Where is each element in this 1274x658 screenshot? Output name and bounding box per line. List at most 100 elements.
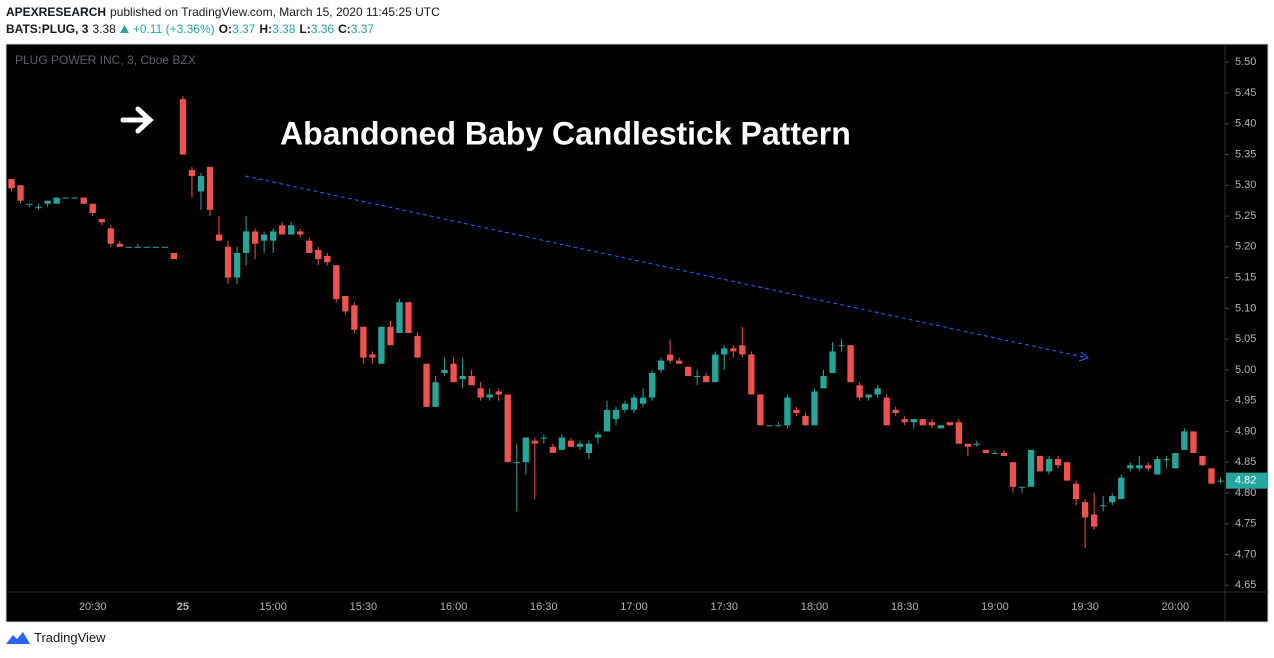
header-line-1: APEXRESEARCH published on TradingView.co… xyxy=(6,5,440,19)
x-tick-label: 17:00 xyxy=(620,601,648,613)
candle-body xyxy=(1054,459,1062,466)
x-tick-label: 15:00 xyxy=(259,601,287,613)
candle-body xyxy=(567,440,575,447)
x-tick-label: 25 xyxy=(177,601,189,613)
candle-body xyxy=(964,443,972,447)
candle-body xyxy=(612,409,620,420)
y-tick-label: 4.95 xyxy=(1235,395,1256,407)
candle-body xyxy=(721,348,728,355)
candle-body xyxy=(1045,459,1053,472)
x-tick-label: 16:30 xyxy=(530,601,558,613)
y-tick-label: 5.20 xyxy=(1235,241,1256,253)
candle-body xyxy=(1217,480,1224,482)
candle-body xyxy=(811,391,818,426)
y-tick-label: 4.85 xyxy=(1235,456,1256,468)
candle-body xyxy=(486,394,493,398)
candle-body xyxy=(1172,452,1179,469)
y-tick-label: 4.75 xyxy=(1235,518,1256,530)
candle-body xyxy=(17,185,24,201)
candle-body xyxy=(946,422,953,426)
candle-body xyxy=(820,376,827,389)
candle-body xyxy=(522,437,529,463)
candle-body xyxy=(829,351,836,373)
candle-body xyxy=(179,99,187,155)
candle-body xyxy=(1181,431,1188,450)
candles xyxy=(8,96,1224,549)
y-tick-label: 4.80 xyxy=(1235,487,1256,499)
y-tick-label: 5.35 xyxy=(1235,148,1256,160)
up-triangle xyxy=(119,25,129,33)
candle-body xyxy=(251,231,259,244)
candle-body xyxy=(1136,465,1143,469)
candle-body xyxy=(387,326,394,346)
high-label: H: xyxy=(259,22,273,36)
candle-body xyxy=(1081,502,1089,518)
x-tick-label: 20:30 xyxy=(79,601,107,613)
candle-body xyxy=(928,422,935,426)
candle-body xyxy=(1091,514,1098,527)
pointer-arrow xyxy=(120,106,154,134)
candle-body xyxy=(775,425,782,427)
candle-body xyxy=(838,345,845,347)
candle-body xyxy=(297,231,304,235)
candle-body xyxy=(80,197,87,204)
published: published on TradingView.com, March 15, … xyxy=(110,5,440,19)
candle-body xyxy=(1118,477,1125,500)
y-tick-label: 4.70 xyxy=(1235,548,1256,560)
candle-body xyxy=(883,397,890,426)
candle-body xyxy=(757,394,764,426)
candle-body xyxy=(531,440,538,444)
candle-body xyxy=(1163,459,1170,461)
candle-body xyxy=(639,397,647,404)
candle-body xyxy=(1036,456,1044,472)
candle-body xyxy=(260,234,268,241)
y-tick-label: 5.30 xyxy=(1235,179,1256,191)
candle-body xyxy=(712,354,719,383)
candle-body xyxy=(585,443,593,453)
candle-body xyxy=(98,219,105,223)
candle-body xyxy=(125,246,132,248)
candle-body xyxy=(315,249,322,260)
candle-body xyxy=(279,225,286,235)
y-tick-label: 5.10 xyxy=(1235,302,1256,314)
x-tick-label: 18:30 xyxy=(891,601,919,613)
open: 3.37 xyxy=(232,22,256,36)
candle-body xyxy=(648,372,656,398)
candle-body xyxy=(675,360,683,364)
candle-body xyxy=(62,197,69,199)
candle-body xyxy=(973,443,981,445)
candle-body xyxy=(558,437,566,450)
candle-body xyxy=(549,446,557,453)
x-tick-label: 18:00 xyxy=(801,601,829,613)
candle-body xyxy=(1109,496,1116,503)
x-tick-label: 19:00 xyxy=(981,601,1009,613)
x-tick-label: 20:00 xyxy=(1162,601,1190,613)
candle-body xyxy=(865,394,872,398)
y-tick-label: 5.25 xyxy=(1235,210,1256,222)
candle-body xyxy=(730,348,737,352)
candle-body xyxy=(1009,462,1017,487)
brand: TradingView xyxy=(34,630,106,645)
y-tick-label: 5.45 xyxy=(1235,87,1256,99)
candle-body xyxy=(197,176,205,192)
candle-body xyxy=(26,203,33,205)
change: +0.11 (+3.36%) xyxy=(132,22,215,36)
last-price-box xyxy=(1226,472,1268,489)
candle-body xyxy=(1145,465,1152,469)
x-tick-label: 17:30 xyxy=(711,601,739,613)
candle-body xyxy=(170,252,178,260)
candle-body xyxy=(694,376,701,378)
x-tick-label: 15:30 xyxy=(350,601,378,613)
candle-body xyxy=(1027,449,1035,487)
candle-body xyxy=(206,166,214,210)
candle-body xyxy=(594,434,602,438)
candle-body xyxy=(333,265,340,300)
low-label: L: xyxy=(299,22,311,36)
candle-body xyxy=(1199,456,1206,466)
candle-body xyxy=(324,256,331,263)
candle-body xyxy=(188,169,196,177)
candle-body xyxy=(1127,465,1134,469)
candle-body xyxy=(666,354,674,361)
candle-body xyxy=(982,449,990,453)
candle-body xyxy=(847,345,854,383)
